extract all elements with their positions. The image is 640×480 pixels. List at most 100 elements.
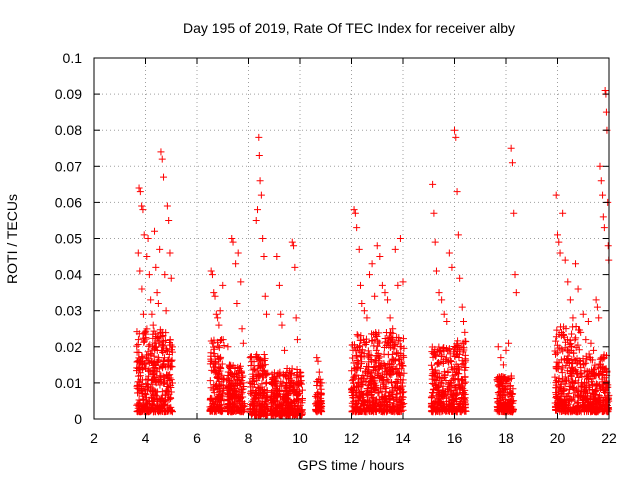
data-point <box>431 238 439 246</box>
data-point <box>355 245 363 253</box>
data-point <box>151 364 159 372</box>
data-point <box>427 361 435 369</box>
data-point <box>246 409 254 417</box>
data-point <box>354 332 362 340</box>
data-point <box>134 365 142 373</box>
data-point <box>317 407 325 415</box>
data-point <box>555 405 563 413</box>
data-point <box>219 281 227 289</box>
data-point <box>366 380 374 388</box>
data-point <box>272 376 280 384</box>
data-point <box>239 372 247 380</box>
data-point <box>571 397 579 405</box>
data-point <box>297 411 305 419</box>
data-point <box>207 267 215 275</box>
data-point <box>152 330 160 338</box>
data-point <box>147 296 155 304</box>
data-point <box>444 388 452 396</box>
data-point <box>234 375 242 383</box>
data-point <box>560 331 568 339</box>
y-tick-labels: 0 0.01 0.02 0.03 0.04 0.05 0.06 0.07 0.08 0.09 0.1 <box>55 50 82 427</box>
data-point <box>378 281 386 289</box>
data-point <box>449 403 457 411</box>
data-point <box>450 375 458 383</box>
data-point <box>133 328 141 336</box>
data-point <box>240 382 248 390</box>
data-point <box>384 296 392 304</box>
data-point <box>591 361 599 369</box>
data-point <box>591 387 599 395</box>
data-point <box>248 353 255 361</box>
data-point <box>395 369 403 377</box>
data-point <box>268 399 276 407</box>
data-point <box>348 341 356 349</box>
data-point <box>566 296 574 304</box>
data-point <box>508 159 516 167</box>
data-point <box>564 346 572 354</box>
data-point <box>358 393 366 401</box>
data-point <box>453 390 461 398</box>
data-point <box>217 336 225 344</box>
data-point <box>570 349 578 357</box>
data-point <box>298 395 306 403</box>
data-point <box>568 342 576 350</box>
data-point <box>264 369 272 377</box>
data-point <box>259 410 267 418</box>
data-point <box>134 340 142 348</box>
data-point <box>350 383 358 391</box>
data-point <box>313 354 321 362</box>
data-points <box>133 86 613 419</box>
data-point <box>393 349 401 357</box>
data-point <box>568 377 576 385</box>
data-point <box>380 407 388 415</box>
data-point <box>232 402 240 410</box>
data-point <box>388 355 396 363</box>
data-point <box>352 371 360 379</box>
data-point <box>433 384 441 392</box>
data-point <box>438 296 446 304</box>
data-point <box>456 380 464 388</box>
data-point <box>150 327 158 335</box>
data-point <box>557 378 565 386</box>
data-point <box>247 388 255 396</box>
y-axis-label: ROTI / TECUs <box>4 194 20 284</box>
data-point <box>580 400 588 408</box>
y-tick-label: 0.04 <box>55 267 82 283</box>
data-point <box>558 369 566 377</box>
data-point <box>378 360 386 368</box>
data-point <box>211 292 219 300</box>
data-point <box>445 383 453 391</box>
data-point <box>156 396 164 404</box>
data-point <box>555 344 563 352</box>
data-point <box>313 407 321 415</box>
data-point <box>135 184 143 192</box>
data-point <box>395 397 403 405</box>
data-point <box>599 408 607 416</box>
data-point <box>564 352 572 360</box>
data-point <box>290 242 298 250</box>
data-point <box>365 397 373 405</box>
x-tick-label: 2 <box>90 430 98 446</box>
data-point <box>233 369 241 377</box>
data-point <box>582 395 590 403</box>
data-point <box>269 398 277 406</box>
data-point <box>391 357 399 365</box>
axis-ticks <box>93 57 610 420</box>
data-point <box>507 407 515 415</box>
data-point <box>354 363 362 371</box>
data-point <box>160 173 168 181</box>
data-point <box>137 387 145 395</box>
data-point <box>268 370 276 378</box>
data-point <box>589 393 597 401</box>
data-point <box>445 400 453 408</box>
data-point <box>376 375 384 383</box>
data-point <box>349 375 357 383</box>
data-point <box>461 366 469 374</box>
data-point <box>454 231 462 239</box>
data-point <box>570 393 578 401</box>
data-point <box>224 343 232 351</box>
data-point <box>394 281 402 289</box>
data-point <box>277 411 285 419</box>
data-point <box>604 242 612 250</box>
